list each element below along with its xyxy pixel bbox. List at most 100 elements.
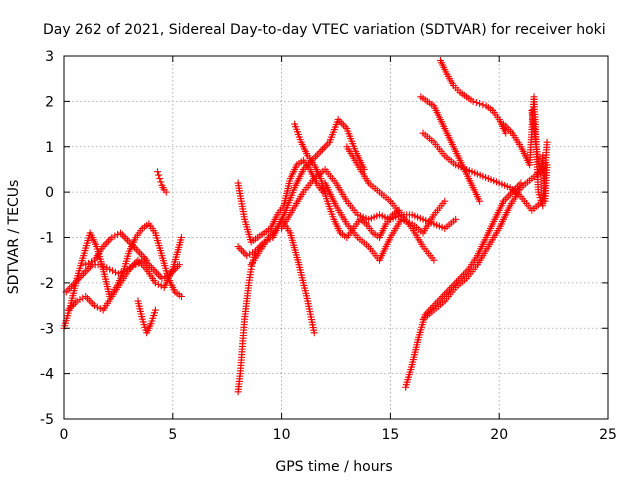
data-point-trace xyxy=(239,318,248,348)
data-point-trace xyxy=(279,209,295,230)
data-point-trace xyxy=(101,295,114,312)
data-point-trace xyxy=(296,263,311,302)
grid xyxy=(64,56,608,419)
data-point xyxy=(97,261,105,269)
data-point-trace xyxy=(484,103,494,113)
data-point-trace xyxy=(444,131,456,148)
data-point-trace xyxy=(351,218,362,230)
data-point-trace xyxy=(345,199,360,217)
data-point-trace xyxy=(501,190,515,203)
data-point-trace xyxy=(118,268,132,285)
data-point-trace xyxy=(411,212,424,222)
data-point-trace xyxy=(127,240,140,253)
data-point-trace xyxy=(283,186,298,212)
data-point xyxy=(178,292,186,300)
data-point-trace xyxy=(464,263,480,280)
series-track-9 xyxy=(234,215,318,337)
data-point-trace xyxy=(109,267,119,276)
y-tick-label: 2 xyxy=(45,94,54,110)
data-point-trace xyxy=(292,168,306,189)
data-point-trace xyxy=(236,345,246,375)
data-point-trace xyxy=(87,231,100,248)
data-point-trace xyxy=(464,172,476,189)
data-point-trace xyxy=(496,204,513,230)
x-tick-label: 10 xyxy=(273,427,291,443)
x-tick-label: 20 xyxy=(490,427,508,443)
data-point-trace xyxy=(241,218,254,244)
x-tick-label: 5 xyxy=(168,427,177,443)
series-track-8 xyxy=(234,156,327,246)
data-point-trace xyxy=(287,231,302,266)
data-point-trace xyxy=(287,163,300,180)
data-point-trace xyxy=(326,118,341,144)
data-point-trace xyxy=(249,235,259,245)
data-point-trace xyxy=(479,101,487,109)
data-point-trace xyxy=(356,212,370,222)
data-point-trace xyxy=(304,300,318,334)
data-point-trace xyxy=(151,267,164,281)
data-point-trace xyxy=(117,267,128,276)
data-point-trace xyxy=(426,99,436,108)
data-point-trace xyxy=(438,59,450,76)
data-point-trace xyxy=(135,258,146,267)
series-track-13 xyxy=(321,179,449,264)
data-point-trace xyxy=(312,167,327,181)
data-point-trace xyxy=(465,167,479,177)
data-point-trace xyxy=(454,276,468,290)
data-point-trace xyxy=(501,122,515,135)
data-point xyxy=(134,247,142,255)
data-point xyxy=(430,256,438,264)
data-point-trace xyxy=(378,212,392,222)
data-point-trace xyxy=(100,268,113,298)
data-point-trace xyxy=(344,145,360,167)
data-point-trace xyxy=(91,261,102,269)
data-point-trace xyxy=(345,227,356,239)
data-point-trace xyxy=(290,190,306,212)
data-point-trace xyxy=(157,178,165,186)
series-track-5 xyxy=(134,297,159,337)
data-point-trace xyxy=(458,267,471,281)
data-point-trace xyxy=(136,258,149,271)
data-point-trace xyxy=(173,289,183,299)
data-point-trace xyxy=(274,209,289,230)
data-point xyxy=(502,129,510,137)
series-track-19 xyxy=(417,93,484,205)
data-point-trace xyxy=(528,109,540,148)
data-point-trace xyxy=(377,236,393,262)
data-point-trace xyxy=(161,268,176,289)
y-axis-label: SDTVAR / TECUs xyxy=(6,180,22,295)
data-point-trace xyxy=(452,84,462,94)
data-point-trace xyxy=(371,230,381,240)
y-tick-label: 3 xyxy=(45,49,54,65)
data-point xyxy=(543,138,551,146)
data-point-trace xyxy=(246,249,257,258)
data-point-trace xyxy=(421,131,436,144)
data-point xyxy=(441,197,449,205)
data-point-trace xyxy=(519,176,534,190)
data-point-trace xyxy=(444,72,456,87)
data-point xyxy=(476,100,484,108)
data-point-trace xyxy=(432,294,445,308)
data-point-trace xyxy=(490,109,502,121)
data-point-trace xyxy=(333,181,350,203)
data-point-trace xyxy=(111,230,122,240)
data-point-trace xyxy=(353,150,367,171)
data-point-trace xyxy=(483,218,498,239)
data-point xyxy=(469,97,477,105)
data-point-trace xyxy=(389,212,403,222)
data-point-trace xyxy=(443,217,458,231)
data-point-trace xyxy=(508,185,523,199)
data-point-trace xyxy=(245,268,255,284)
series-track-17 xyxy=(436,57,510,137)
data-point-trace xyxy=(472,99,480,107)
data-point-trace xyxy=(476,171,490,181)
data-point-trace xyxy=(458,90,468,99)
data-point-trace xyxy=(421,245,436,262)
data-point xyxy=(310,329,318,337)
data-point-trace xyxy=(322,181,339,207)
data-point-trace xyxy=(154,280,165,290)
data-point-trace xyxy=(161,271,172,281)
data-point-trace xyxy=(457,159,469,176)
x-axis-label: GPS time / hours xyxy=(275,459,392,475)
